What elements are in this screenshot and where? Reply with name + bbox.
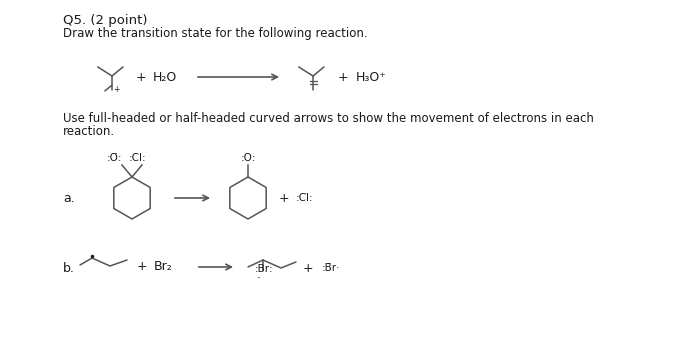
Text: +: + bbox=[279, 192, 289, 204]
Text: :C̈l̈:: :C̈l̈: bbox=[296, 193, 314, 203]
Text: :O:: :O: bbox=[241, 153, 256, 163]
Text: +: + bbox=[136, 261, 147, 273]
Text: b.: b. bbox=[63, 262, 75, 274]
Text: +: + bbox=[302, 262, 314, 274]
Text: +: + bbox=[337, 70, 349, 84]
Text: Br₂: Br₂ bbox=[154, 261, 173, 273]
Text: a.: a. bbox=[63, 192, 75, 204]
Text: :C̈l:: :C̈l: bbox=[129, 153, 146, 163]
Text: H₂O: H₂O bbox=[153, 70, 177, 84]
Text: :Ö:: :Ö: bbox=[107, 153, 122, 163]
Text: reaction.: reaction. bbox=[63, 125, 115, 138]
Text: H₃O⁺: H₃O⁺ bbox=[356, 70, 387, 84]
Text: Draw the transition state for the following reaction.: Draw the transition state for the follow… bbox=[63, 27, 368, 40]
Text: Q5. (2 point): Q5. (2 point) bbox=[63, 14, 148, 27]
Text: Use full-headed or half-headed curved arrows to show the movement of electrons i: Use full-headed or half-headed curved ar… bbox=[63, 112, 594, 125]
Text: :Br:: :Br: bbox=[255, 264, 274, 274]
Text: +: + bbox=[113, 85, 119, 94]
Text: :B̈r·: :B̈r· bbox=[322, 263, 340, 273]
Text: +: + bbox=[136, 70, 146, 84]
Text: ··: ·· bbox=[256, 275, 260, 281]
